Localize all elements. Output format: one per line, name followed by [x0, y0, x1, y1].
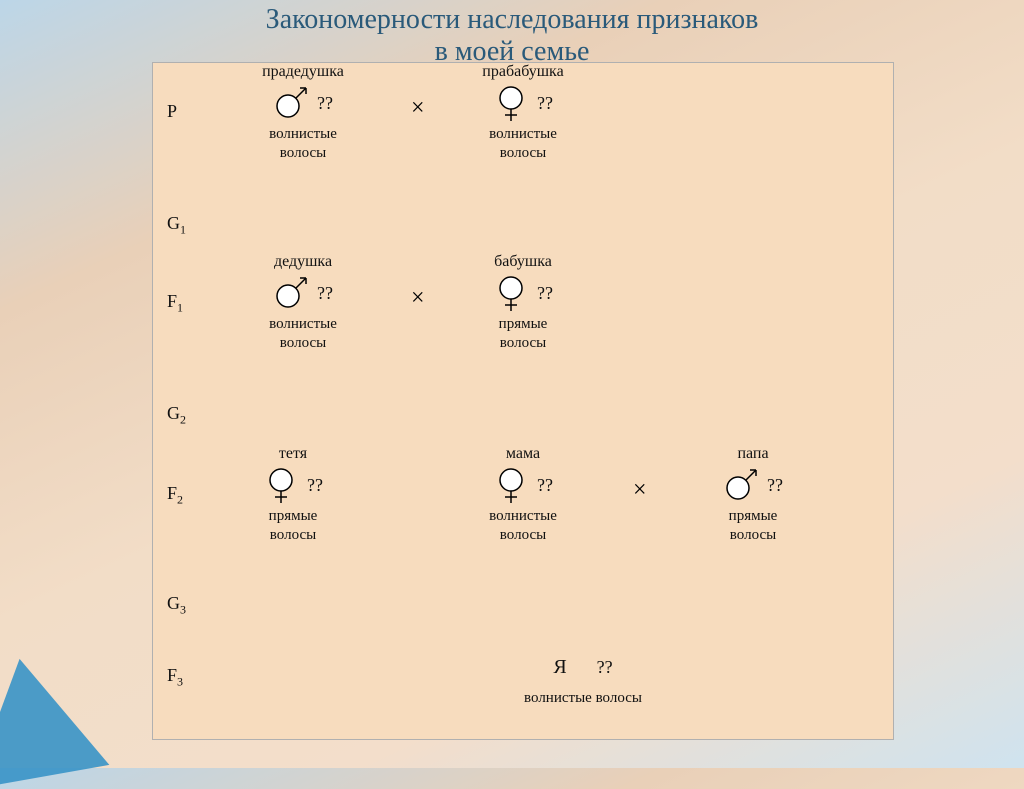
label-G1: G1 [167, 213, 186, 238]
relation-label: бабушка [443, 253, 603, 271]
label-P: P [167, 101, 177, 122]
genotype: ?? [537, 475, 553, 496]
female-icon [493, 85, 529, 121]
slide-title: Закономерности наследования признаков в … [0, 0, 1024, 68]
person-ya: Я ?? волнистые волосы [483, 647, 683, 708]
male-icon [723, 467, 759, 503]
phenotype-line1: прямые [443, 315, 603, 334]
phenotype-line1: волнистые [524, 690, 592, 706]
phenotype-line2: волосы [443, 334, 603, 353]
genotype: ?? [317, 93, 333, 114]
cross-symbol: × [633, 477, 647, 504]
phenotype-line2: волосы [223, 144, 383, 163]
label-G3: G3 [167, 593, 186, 618]
male-icon [273, 85, 309, 121]
phenotype-line2: волосы [443, 526, 603, 545]
relation-label: Я [553, 656, 566, 679]
genotype: ?? [537, 283, 553, 304]
phenotype-line1: прямые [213, 507, 373, 526]
label-F3: F3 [167, 665, 183, 690]
relation-label: прадедушка [223, 63, 383, 81]
phenotype-line2: волосы [673, 526, 833, 545]
person-prababushka: прабабушка ?? волнистыеволосы [443, 63, 603, 163]
relation-label: прабабушка [443, 63, 603, 81]
female-icon [493, 275, 529, 311]
genotype: ?? [317, 283, 333, 304]
phenotype-line1: волнистые [443, 507, 603, 526]
phenotype-line1: волнистые [443, 125, 603, 144]
label-F1: F1 [167, 291, 183, 316]
female-icon [493, 467, 529, 503]
relation-label: мама [443, 445, 603, 463]
cross-symbol: × [411, 95, 425, 122]
relation-label: папа [673, 445, 833, 463]
person-tetya: тетя ?? прямыеволосы [213, 445, 373, 545]
diagram-panel: P G1 F1 G2 F2 G3 F3 прадедушка ?? волнис… [152, 62, 894, 740]
genotype: ?? [537, 93, 553, 114]
female-icon [263, 467, 299, 503]
male-icon [273, 275, 309, 311]
phenotype-line2: волосы [223, 334, 383, 353]
person-mama: мама ?? волнистыеволосы [443, 445, 603, 545]
phenotype-line2: волосы [443, 144, 603, 163]
phenotype-line2: волосы [596, 690, 642, 706]
relation-label: тетя [213, 445, 373, 463]
genotype: ?? [767, 475, 783, 496]
label-G2: G2 [167, 403, 186, 428]
person-papa: папа ?? прямыеволосы [673, 445, 833, 545]
cross-symbol: × [411, 285, 425, 312]
phenotype-line2: волосы [213, 526, 373, 545]
phenotype-line1: прямые [673, 507, 833, 526]
person-babushka: бабушка ?? прямыеволосы [443, 253, 603, 353]
person-dedushka: дедушка ?? волнистыеволосы [223, 253, 383, 353]
person-pradeduska: прадедушка ?? волнистыеволосы [223, 63, 383, 163]
phenotype-line1: волнистые [223, 125, 383, 144]
genotype: ?? [597, 657, 613, 678]
title-line1: Закономерности наследования признаков [0, 4, 1024, 36]
label-F2: F2 [167, 483, 183, 508]
phenotype-line1: волнистые [223, 315, 383, 334]
relation-label: дедушка [223, 253, 383, 271]
genotype: ?? [307, 475, 323, 496]
